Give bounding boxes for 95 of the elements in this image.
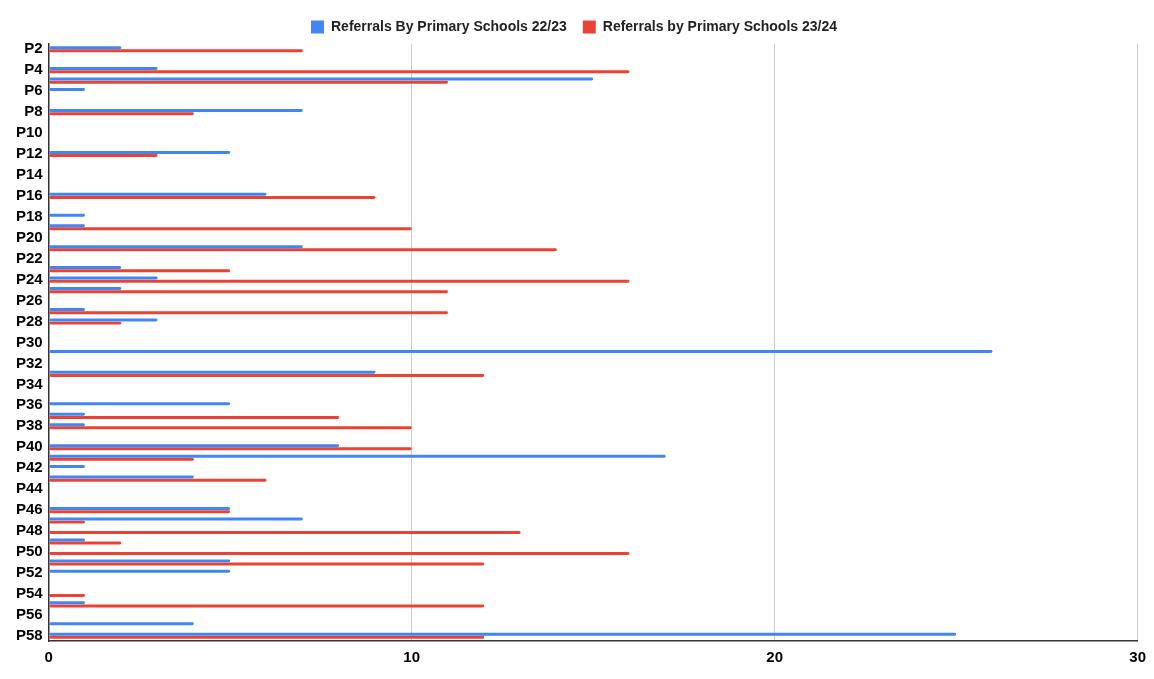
y-tick-label: P32 — [15, 353, 43, 371]
bar — [49, 531, 521, 535]
bar — [49, 279, 630, 283]
bar — [49, 276, 158, 280]
y-tick-label: P30 — [15, 332, 43, 350]
y-tick-label: P52 — [15, 563, 43, 581]
y-tick-label: P28 — [15, 311, 43, 329]
bar — [49, 454, 666, 458]
y-tick-label: P24 — [15, 269, 44, 287]
y-tick-label: P58 — [15, 625, 43, 643]
y-tick-label: P8 — [24, 102, 43, 120]
y-tick-label: P36 — [15, 395, 43, 413]
y-tick-label: P22 — [15, 248, 43, 266]
bar — [49, 248, 557, 252]
bar — [49, 402, 231, 406]
y-tick-label: P10 — [15, 123, 43, 141]
bar — [49, 475, 194, 479]
y-tick-label: P34 — [15, 374, 44, 392]
bar — [49, 622, 194, 626]
bar — [49, 604, 485, 608]
bar — [49, 517, 303, 521]
bar — [49, 150, 231, 154]
y-tick-label: P44 — [15, 479, 44, 497]
bar — [49, 192, 267, 196]
bar — [49, 154, 158, 158]
y-tick-label: P38 — [15, 416, 43, 434]
x-tick-label: 30 — [1129, 648, 1146, 666]
bar — [49, 559, 231, 563]
y-tick-label: P4 — [24, 60, 44, 78]
bar — [49, 266, 122, 270]
bar — [49, 601, 85, 605]
bar — [49, 632, 957, 636]
bar — [49, 287, 122, 291]
bar — [49, 112, 194, 116]
y-tick-label: P46 — [15, 500, 43, 518]
bar — [49, 49, 303, 53]
y-tick-label: P14 — [15, 165, 44, 183]
bar — [49, 415, 340, 419]
x-tick-label: 0 — [44, 648, 53, 666]
bar — [49, 227, 412, 231]
bar — [49, 46, 122, 50]
bar — [49, 245, 303, 249]
bar — [49, 269, 231, 273]
bar — [49, 562, 485, 566]
bar — [49, 308, 85, 311]
x-tick-label: 10 — [403, 648, 421, 666]
bar — [49, 80, 448, 84]
bar — [49, 213, 85, 217]
bar — [49, 70, 630, 74]
bar — [49, 520, 85, 524]
y-tick-label: P12 — [15, 144, 43, 162]
y-tick-label: P2 — [24, 39, 43, 57]
legend-label: Referrals By Primary Schools 22/23 — [330, 17, 567, 34]
bar — [49, 426, 412, 430]
bar — [49, 67, 158, 71]
bar — [49, 374, 485, 377]
bar — [49, 195, 376, 199]
y-tick-label: P26 — [15, 290, 43, 308]
y-tick-label: P54 — [15, 584, 44, 602]
bar — [49, 465, 85, 469]
bar — [49, 541, 122, 545]
x-tick-label: 20 — [766, 648, 784, 666]
y-tick-label: P18 — [15, 206, 43, 224]
y-tick-label: P16 — [15, 186, 43, 204]
bar — [49, 507, 231, 510]
bar — [49, 370, 376, 374]
y-tick-label: P40 — [15, 437, 43, 455]
bar — [49, 444, 340, 448]
y-tick-label: P56 — [15, 604, 43, 622]
bar — [49, 447, 412, 451]
y-tick-label: P48 — [15, 521, 43, 539]
bar — [49, 510, 231, 514]
y-tick-label: P50 — [15, 542, 43, 560]
bar — [49, 478, 267, 482]
y-tick-label: P20 — [15, 227, 43, 245]
bar — [49, 635, 485, 639]
y-tick-label: P6 — [24, 81, 43, 99]
bar — [49, 318, 158, 322]
y-tick-label: P42 — [15, 458, 43, 476]
legend-label: Referrals by Primary Schools 23/24 — [602, 17, 838, 34]
bar — [49, 538, 85, 542]
bar — [49, 311, 448, 315]
bar — [49, 569, 231, 573]
bar — [49, 552, 630, 556]
bar — [49, 77, 594, 81]
bar — [49, 457, 194, 461]
bar — [49, 321, 122, 325]
bar — [49, 88, 85, 92]
bar — [49, 349, 993, 353]
bar — [49, 224, 85, 228]
bar — [49, 593, 85, 597]
bar — [49, 412, 85, 416]
bar — [49, 423, 85, 427]
bar — [49, 290, 448, 294]
bar — [49, 109, 303, 112]
